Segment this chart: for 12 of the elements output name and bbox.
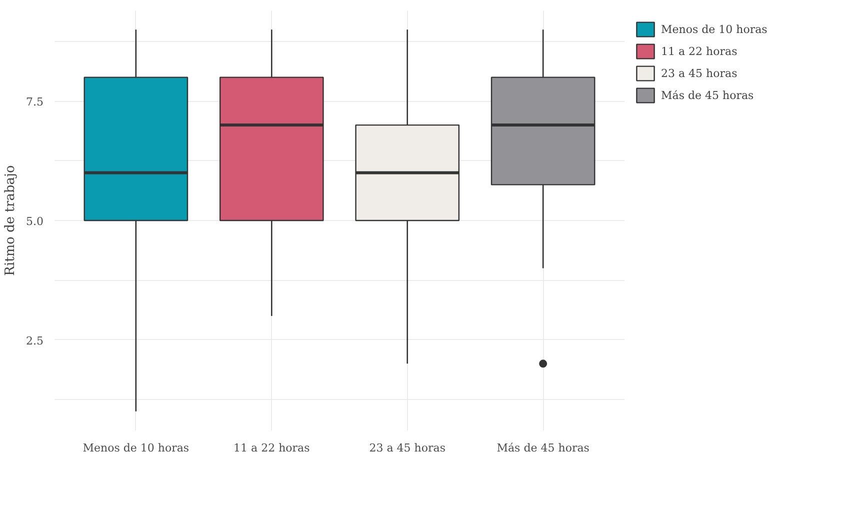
y-axis-title: Ritmo de trabajo: [3, 164, 18, 276]
x-tick-label: Menos de 10 horas: [82, 442, 190, 454]
legend-label: Más de 45 horas: [661, 88, 754, 102]
x-tick-label: 23 a 45 horas: [369, 442, 446, 454]
y-tick-label: 5.0: [26, 215, 44, 228]
legend-label: 23 a 45 horas: [661, 66, 738, 80]
legend-label: 11 a 22 horas: [661, 44, 738, 58]
y-tick-label: 2.5: [26, 334, 44, 348]
x-tick-label: Más de 45 horas: [496, 442, 590, 454]
x-tick-label: 11 a 22 horas: [234, 442, 310, 454]
legend-label: Menos de 10 horas: [661, 22, 768, 36]
y-tick-label: 7.5: [26, 96, 44, 109]
